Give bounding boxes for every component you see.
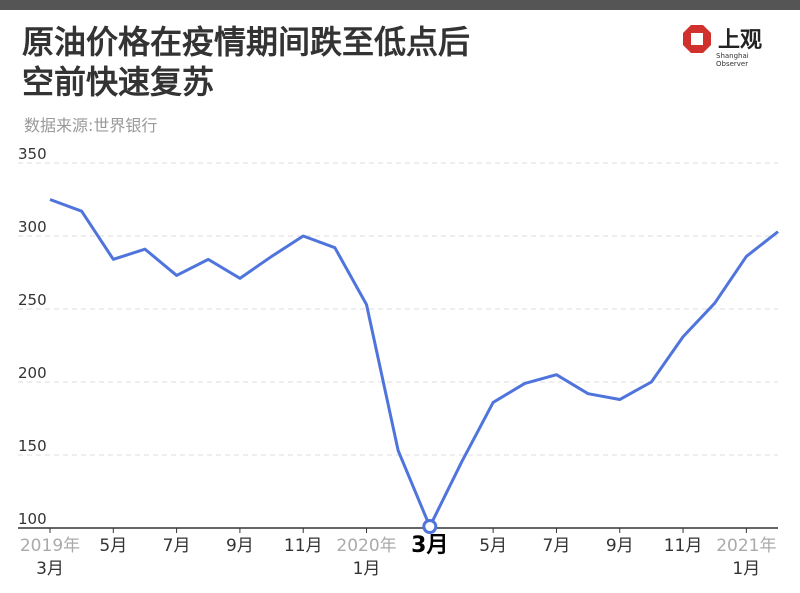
title-line: 原油价格在疫情期间跌至低点后 <box>22 23 471 61</box>
x-tick-label: 9月 <box>225 536 254 556</box>
y-tick-label: 250 <box>18 291 47 309</box>
x-year-label: 2019年 <box>19 536 81 556</box>
x-tick-label: 3月 <box>411 533 449 558</box>
x-year-label: 2020年 <box>336 536 397 556</box>
x-tick-label: 3月 <box>36 559 64 579</box>
x-tick-label: 5月 <box>479 536 508 556</box>
chart-subtitle: 数据来源:世界银行 <box>24 116 158 135</box>
y-tick-label: 350 <box>18 145 47 163</box>
x-tick-label: 11月 <box>663 536 703 556</box>
y-tick-label: 200 <box>18 364 47 382</box>
x-tick-label: 7月 <box>542 536 571 556</box>
x-tick-label: 9月 <box>605 536 634 556</box>
line <box>49 198 779 529</box>
x-tick-label: 1月 <box>352 559 381 579</box>
highlight-point <box>422 519 438 535</box>
chart-title: 原油价格在疫情期间跌至低点后 空前快速复苏 <box>22 22 470 102</box>
x-tick-label: 11月 <box>283 536 323 556</box>
y-tick-label: 300 <box>18 218 47 236</box>
logo-text: 上观 <box>718 28 763 53</box>
title-line: 空前快速复苏 <box>22 63 215 101</box>
x-year-label: 2021年 <box>716 536 777 556</box>
x-tick-label: 7月 <box>162 536 191 556</box>
top-bar <box>0 0 800 10</box>
logo-subtext: Shanghai Observer <box>716 52 749 68</box>
x-tick-label: 1月 <box>732 559 761 579</box>
x-tick-label: 5月 <box>99 536 128 556</box>
y-tick-label: 100 <box>18 510 47 528</box>
logo: 上观 Shanghai Observer <box>682 22 782 68</box>
logo-icon <box>683 25 711 53</box>
y-tick-label: 150 <box>18 437 47 455</box>
